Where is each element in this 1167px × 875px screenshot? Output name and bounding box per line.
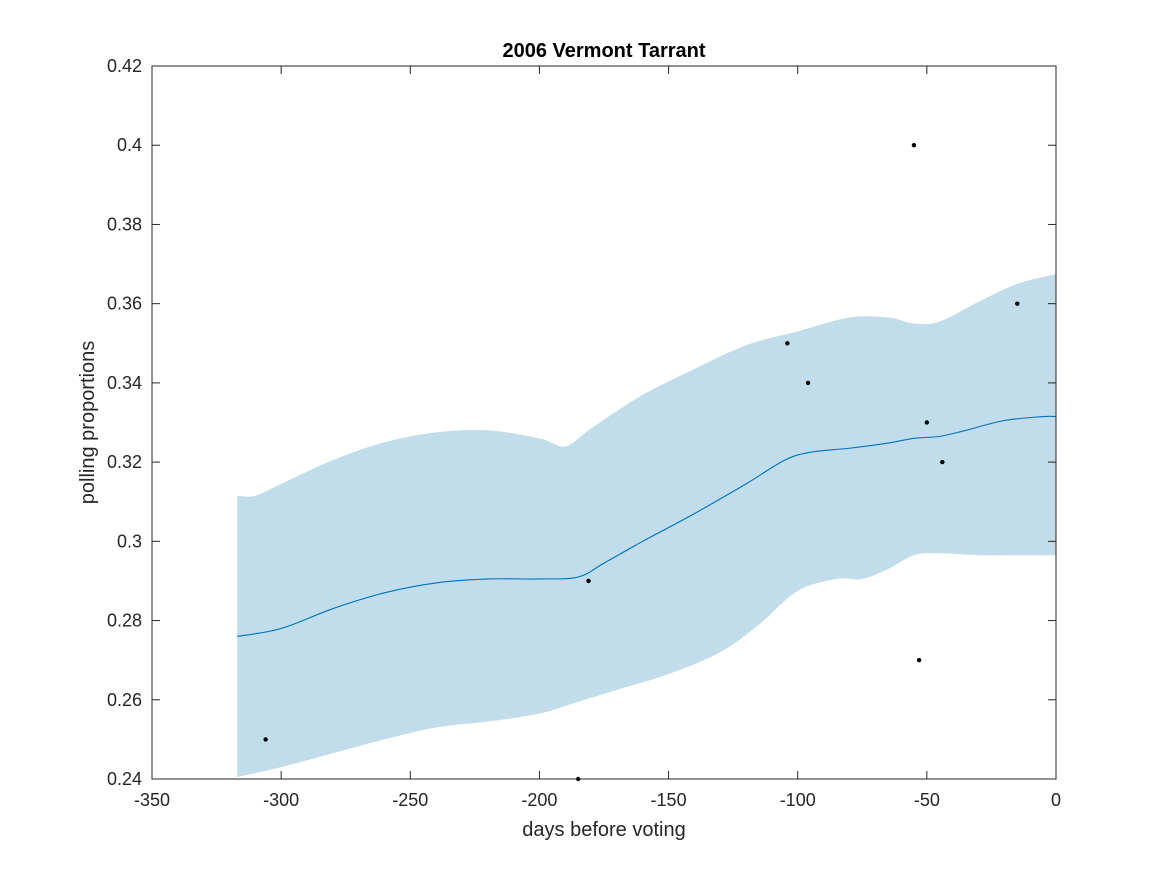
x-tick-label: -300 bbox=[263, 790, 299, 810]
y-tick-label: 0.32 bbox=[107, 452, 142, 472]
y-tick-label: 0.3 bbox=[117, 531, 142, 551]
y-tick-label: 0.38 bbox=[107, 214, 142, 234]
y-tick-label: 0.28 bbox=[107, 611, 142, 631]
chart-title: 2006 Vermont Tarrant bbox=[502, 40, 705, 62]
poll-point bbox=[911, 143, 917, 148]
x-tick-label: 0 bbox=[1051, 790, 1061, 810]
y-axis-ticks: 0.24 0.26 0.28 0.3 0.32 0.34 0.36 0.38 0.4 0.42 bbox=[107, 56, 1056, 789]
y-axis-label: polling proportions bbox=[77, 341, 99, 504]
poll-points bbox=[263, 143, 1020, 782]
poll-point bbox=[263, 737, 268, 742]
plot-area: -350 -300 -250 -200 -150 -100 -50 0 0.240.260.2… bbox=[107, 56, 1061, 810]
poll-point bbox=[805, 380, 811, 386]
x-tick-label: -250 bbox=[392, 790, 428, 810]
x-tick-label: -100 bbox=[780, 790, 816, 810]
x-axis-ticks: -350 -300 -250 -200 -150 -100 -50 0 bbox=[134, 66, 1061, 810]
y-tick-label: 0.42 bbox=[107, 56, 142, 76]
poll-point bbox=[916, 657, 922, 663]
y-tick-label: 0.34 bbox=[107, 373, 142, 393]
y-tick-label: 0.26 bbox=[107, 690, 142, 710]
y-tick-label: 0.4 bbox=[117, 135, 142, 155]
confidence-band bbox=[237, 273, 1057, 778]
x-tick-label: -150 bbox=[651, 790, 687, 810]
trend-line bbox=[237, 415, 1057, 637]
y-tick-label: 0.36 bbox=[107, 294, 142, 314]
poll-point bbox=[940, 459, 945, 465]
x-tick-label: -50 bbox=[914, 790, 940, 810]
x-axis-label: days before voting bbox=[522, 819, 685, 841]
poll-point bbox=[586, 578, 591, 584]
x-tick-label: -200 bbox=[521, 790, 557, 810]
axes-box bbox=[151, 65, 1057, 780]
poll-point bbox=[785, 341, 790, 346]
y-tick-label: 0.24 bbox=[107, 769, 142, 789]
poll-point bbox=[1015, 301, 1020, 306]
poll-point bbox=[924, 420, 930, 425]
x-tick-label: -350 bbox=[134, 790, 170, 810]
